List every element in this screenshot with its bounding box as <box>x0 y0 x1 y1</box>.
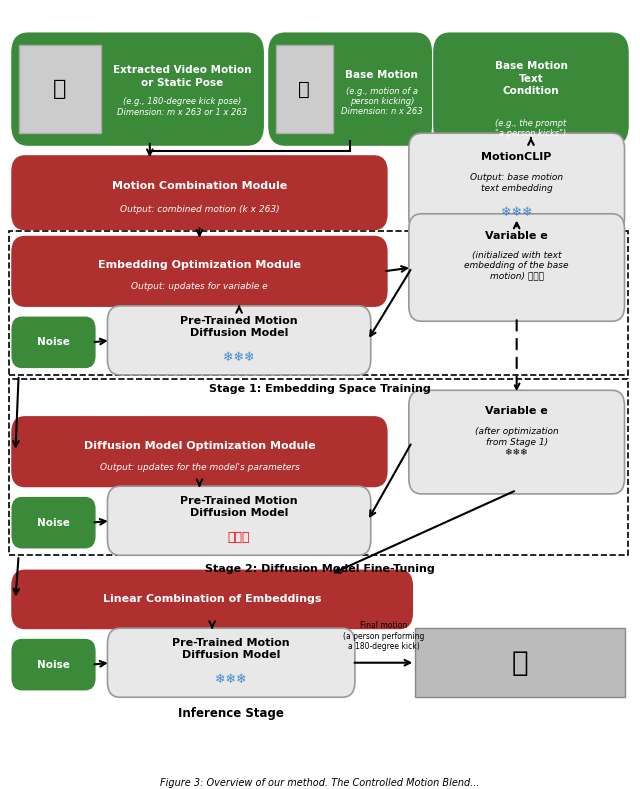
Text: Stage 2: Diffusion Model Fine-Tuning: Stage 2: Diffusion Model Fine-Tuning <box>205 564 435 574</box>
FancyBboxPatch shape <box>19 45 101 133</box>
FancyBboxPatch shape <box>108 306 371 375</box>
Text: Diffusion Model Optimization Module: Diffusion Model Optimization Module <box>84 440 316 451</box>
FancyBboxPatch shape <box>12 33 263 144</box>
FancyBboxPatch shape <box>12 317 95 367</box>
Text: (e.g., 180-degree kick pose)
Dimension: m x 263 or 1 x 263: (e.g., 180-degree kick pose) Dimension: … <box>117 97 247 117</box>
FancyBboxPatch shape <box>276 45 333 133</box>
Text: Stage 1: Embedding Space Training: Stage 1: Embedding Space Training <box>209 384 431 394</box>
FancyBboxPatch shape <box>108 628 355 697</box>
Text: Variable e: Variable e <box>485 230 548 241</box>
Text: Base Motion: Base Motion <box>346 69 419 80</box>
Text: Linear Combination of Embeddings: Linear Combination of Embeddings <box>103 594 321 604</box>
FancyBboxPatch shape <box>108 486 371 555</box>
FancyBboxPatch shape <box>12 498 95 548</box>
FancyBboxPatch shape <box>409 391 625 494</box>
Text: ❄️❄️❄️: ❄️❄️❄️ <box>501 206 532 219</box>
Text: Noise: Noise <box>37 338 70 347</box>
Text: Noise: Noise <box>37 518 70 528</box>
FancyBboxPatch shape <box>12 570 412 628</box>
Text: (e.g., motion of a
person kicking)
Dimension: n x 263: (e.g., motion of a person kicking) Dimen… <box>341 87 422 117</box>
Text: Base Motion
Text
Condition: Base Motion Text Condition <box>495 62 568 96</box>
Text: 🔥🔥🔥: 🔥🔥🔥 <box>228 532 250 544</box>
Text: Output: updates for variable e: Output: updates for variable e <box>131 282 268 291</box>
Text: (e.g., the prompt
"a person kicks"): (e.g., the prompt "a person kicks") <box>495 119 566 138</box>
Text: 🥋: 🥋 <box>511 649 528 677</box>
Text: Pre-Trained Motion
Diffusion Model: Pre-Trained Motion Diffusion Model <box>172 638 290 660</box>
Text: Motion Combination Module: Motion Combination Module <box>112 181 287 191</box>
Text: Variable e: Variable e <box>485 406 548 417</box>
Text: ❄️❄️❄️: ❄️❄️❄️ <box>223 351 255 364</box>
Text: Final motion
(a person performing
a 180-degree kick): Final motion (a person performing a 180-… <box>343 622 424 651</box>
FancyBboxPatch shape <box>12 417 387 486</box>
Text: Pre-Trained Motion
Diffusion Model: Pre-Trained Motion Diffusion Model <box>180 316 298 338</box>
Text: Pre-Trained Motion
Diffusion Model: Pre-Trained Motion Diffusion Model <box>180 496 298 518</box>
FancyBboxPatch shape <box>269 33 431 144</box>
FancyBboxPatch shape <box>12 156 387 229</box>
Text: (after optimization
from Stage 1)
❄️❄️❄️: (after optimization from Stage 1) ❄️❄️❄️ <box>475 427 559 457</box>
FancyBboxPatch shape <box>434 33 628 144</box>
Text: MotionCLIP: MotionCLIP <box>481 152 552 163</box>
Text: Inference Stage: Inference Stage <box>179 707 284 720</box>
FancyBboxPatch shape <box>409 214 625 321</box>
FancyBboxPatch shape <box>12 237 387 306</box>
Text: Output: updates for the model's parameters: Output: updates for the model's paramete… <box>99 462 300 472</box>
Text: 🏃: 🏃 <box>53 79 67 99</box>
Text: Output: combined motion (k x 263): Output: combined motion (k x 263) <box>120 204 279 214</box>
Text: Figure 3: Overview of our method. The Controlled Motion Blend...: Figure 3: Overview of our method. The Co… <box>160 778 480 788</box>
Text: ❄️❄️❄️: ❄️❄️❄️ <box>216 673 247 686</box>
Text: Output: base motion
text embedding: Output: base motion text embedding <box>470 174 563 193</box>
Text: (initialized with text
embedding of the base
motion) 🔥🔥🔥: (initialized with text embedding of the … <box>465 251 569 280</box>
Text: 🏃: 🏃 <box>298 80 310 99</box>
Text: Extracted Video Motion
or Static Pose: Extracted Video Motion or Static Pose <box>113 65 252 88</box>
FancyBboxPatch shape <box>415 628 625 697</box>
Text: Embedding Optimization Module: Embedding Optimization Module <box>98 260 301 270</box>
FancyBboxPatch shape <box>409 133 625 233</box>
Text: Noise: Noise <box>37 660 70 670</box>
FancyBboxPatch shape <box>12 640 95 690</box>
